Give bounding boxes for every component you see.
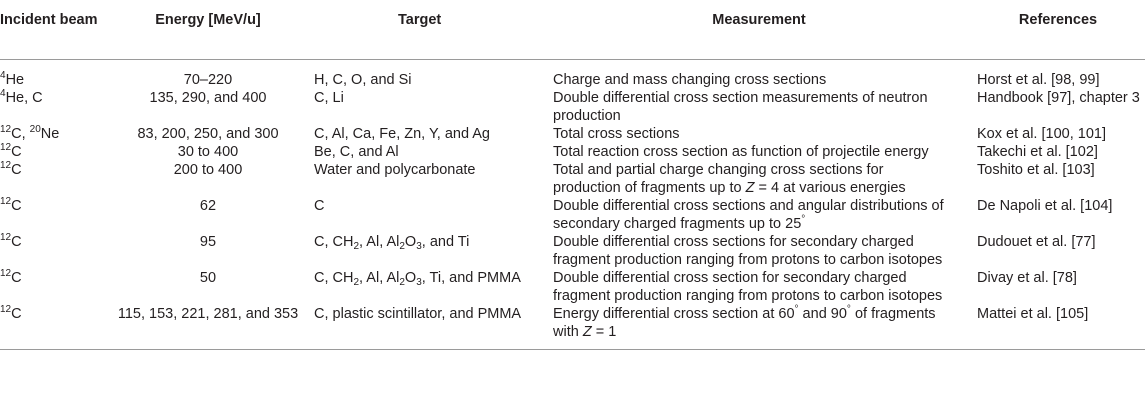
cell-measurement: Total cross sections — [553, 125, 680, 142]
cell-incident-beam: 4He — [0, 69, 25, 88]
cell-references: De Napoli et al. [104] — [977, 197, 1113, 214]
cell-measurement: Charge and mass changing cross sections — [553, 71, 827, 88]
cell-energy: 70–220 — [183, 71, 233, 88]
cell-references: Takechi et al. [102] — [977, 143, 1098, 160]
cell-references: Horst et al. [98, 99] — [977, 71, 1100, 88]
cell-incident-beam: 12C — [0, 304, 108, 350]
cell-target: C — [314, 197, 325, 214]
cell-energy: 62 — [199, 197, 217, 214]
cell-target: C, CH2, Al, Al2O3, and Ti — [314, 233, 470, 252]
table-row: 12C 95 C, CH2, Al, Al2O3, and Ti Double dif… — [0, 231, 1145, 269]
cell-energy: 115, 153, 221, 281, and 353 — [108, 304, 308, 350]
cell-incident-beam: 12C — [0, 159, 22, 178]
header-energy: Energy [MeV/u] — [108, 0, 308, 60]
table-row: 12C 62 C Double differential cross sections… — [0, 195, 1145, 233]
cell-incident-beam: 12C — [0, 231, 22, 250]
cell-measurement: Total and partial charge changing cross … — [553, 161, 906, 196]
cell-measurement: Double differential cross sections and a… — [553, 197, 944, 232]
table-row: 4He, C 135, 290, and 400 C, Li Double diffe… — [0, 87, 1145, 125]
table-row: 12C 115, 153, 221, 281, and 353 C, plastic… — [0, 304, 1145, 350]
cell-energy: 30 to 400 — [177, 143, 239, 160]
cell-references: Divay et al. [78] — [977, 269, 1077, 286]
table-row: 12C, 20Ne 83, 200, 250, and 300 C, Al, Ca,… — [0, 123, 1145, 143]
cell-target: Be, C, and Al — [314, 143, 399, 160]
cell-measurement: Double differential cross section for se… — [553, 269, 943, 304]
header-measurement: Measurement — [547, 0, 971, 60]
cell-references: Kox et al. [100, 101] — [977, 125, 1106, 142]
cell-target: C, plastic scintillator, and PMMA — [308, 304, 547, 350]
cell-incident-beam: 12C — [0, 195, 22, 214]
cell-target: H, C, O, and Si — [314, 71, 412, 88]
cell-target: Water and polycarbonate — [314, 161, 476, 178]
table-row: 12C 30 to 400 Be, C, and Al Total reaction … — [0, 141, 1145, 161]
header-references: References — [971, 0, 1145, 60]
cell-target: C, Al, Ca, Fe, Zn, Y, and Ag — [314, 125, 490, 142]
cell-energy: 95 — [199, 233, 217, 250]
cell-incident-beam: 12C, 20Ne — [0, 123, 60, 142]
header-incident-beam: Incident beam — [0, 0, 108, 60]
table-row: 12C 50 C, CH2, Al, Al2O3, Ti, and PMMA Doub… — [0, 267, 1145, 305]
table-body: 4He 70–220 H, C, O, and Si Charge and mass … — [0, 59, 1145, 350]
cell-target: C, CH2, Al, Al2O3, Ti, and PMMA — [314, 269, 521, 288]
cell-energy: 200 to 400 — [173, 161, 243, 178]
cell-references: Handbook [97], chapter 3 — [977, 89, 1140, 106]
cell-references: Toshito et al. [103] — [977, 161, 1095, 178]
cell-energy: 83, 200, 250, and 300 — [137, 125, 279, 142]
cell-references: Dudouet et al. [77] — [977, 233, 1096, 250]
table-row: 12C 200 to 400 Water and polycarbonate Tota… — [0, 159, 1145, 197]
cell-target: C, Li — [314, 89, 344, 106]
cell-measurement: Total reaction cross section as function… — [553, 143, 929, 160]
table-row: 4He 70–220 H, C, O, and Si Charge and mass … — [0, 59, 1145, 89]
cell-measurement: Double differential cross sections for s… — [553, 233, 943, 268]
header-row: Incident beam Energy [MeV/u] Target Meas… — [0, 0, 1145, 60]
cell-references: Mattei et al. [105] — [971, 304, 1145, 350]
cell-incident-beam: 4He, C — [0, 87, 43, 106]
cell-incident-beam: 12C — [0, 267, 22, 286]
cell-incident-beam: 12C — [0, 141, 22, 160]
header-target: Target — [308, 0, 547, 60]
cell-energy: 50 — [199, 269, 217, 286]
cell-measurement: Double differential cross section measur… — [553, 89, 928, 124]
cell-measurement: Energy differential cross section at 60°… — [547, 304, 971, 350]
cell-energy: 135, 290, and 400 — [149, 89, 267, 106]
cross-section-table: Incident beam Energy [MeV/u] Target Meas… — [0, 0, 1145, 350]
